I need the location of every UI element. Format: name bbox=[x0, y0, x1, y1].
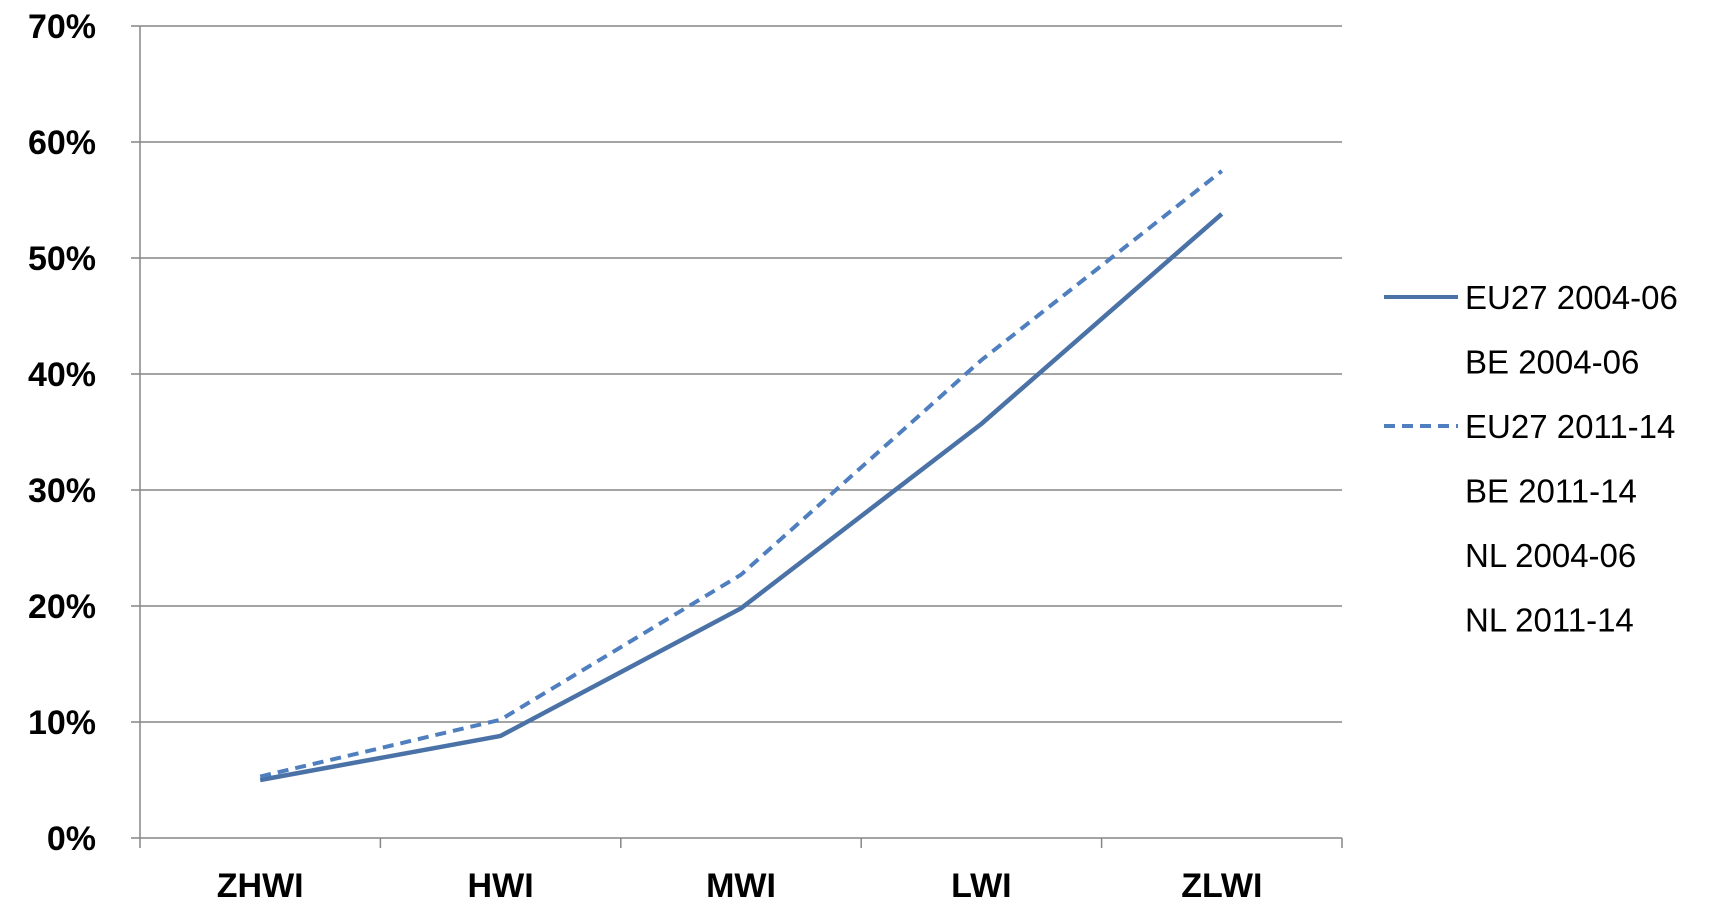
legend-label: NL 2011-14 bbox=[1465, 602, 1634, 639]
y-tick-label: 10% bbox=[28, 704, 96, 742]
y-tick-label: 30% bbox=[28, 472, 96, 510]
legend-label: EU27 2011-14 bbox=[1465, 408, 1675, 445]
x-tick-label: ZHWI bbox=[217, 867, 304, 905]
y-tick-label: 60% bbox=[28, 124, 96, 162]
gridlines bbox=[140, 25, 1342, 723]
legend-label: NL 2004-06 bbox=[1465, 537, 1636, 574]
x-tick-label: HWI bbox=[468, 867, 534, 905]
series-line-eu27-2004-06 bbox=[259, 212, 1224, 783]
x-tick-label: ZLWI bbox=[1181, 867, 1262, 905]
y-tick-label: 20% bbox=[28, 588, 96, 626]
y-tick-label: 50% bbox=[28, 240, 96, 278]
axes bbox=[131, 25, 1343, 848]
series-line-eu27-2011-14 bbox=[259, 169, 1224, 779]
legend-label: BE 2004-06 bbox=[1465, 344, 1639, 381]
legend-label: EU27 2004-06 bbox=[1465, 279, 1678, 316]
y-tick-label: 0% bbox=[47, 820, 96, 858]
legend-label: BE 2011-14 bbox=[1465, 473, 1637, 510]
legend: EU27 2004-06 BE 2004-06 EU27 2011-14 BE 201… bbox=[1384, 279, 1678, 639]
x-tick-labels: ZHWI HWI MWI LWI ZLWI bbox=[217, 867, 1263, 905]
series-lines bbox=[259, 169, 1224, 783]
y-tick-labels: 0% 10% 20% 30% 40% 50% 60% 70% bbox=[28, 8, 96, 858]
x-tick-label: MWI bbox=[706, 867, 776, 905]
y-tick-label: 70% bbox=[28, 8, 96, 46]
x-tick-label: LWI bbox=[951, 867, 1011, 905]
y-tick-label: 40% bbox=[28, 356, 96, 394]
